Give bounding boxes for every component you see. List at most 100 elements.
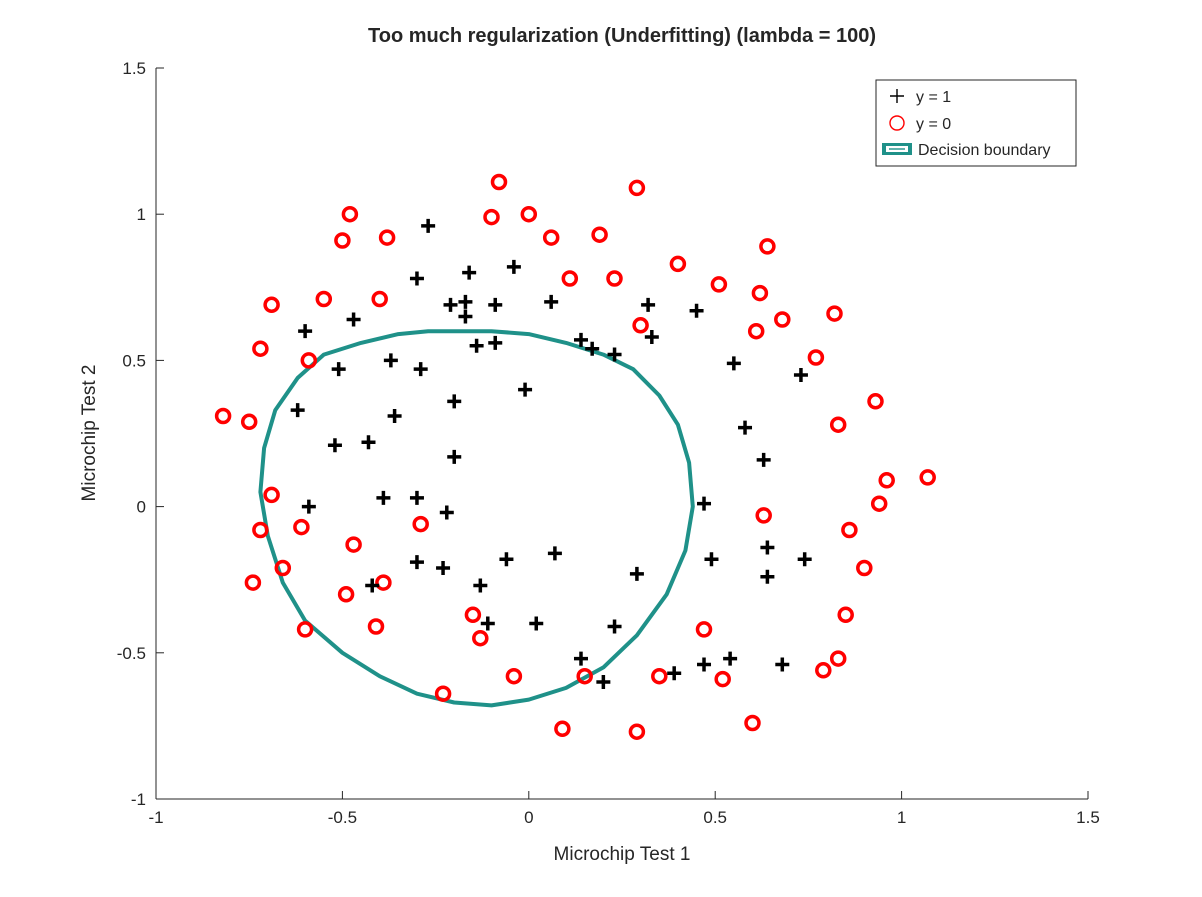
- negative-point: [341, 205, 359, 223]
- negative-point: [252, 521, 269, 539]
- legend-item-negative: y = 0: [889, 115, 951, 133]
- negative-point: [337, 586, 355, 603]
- plot-area: [156, 68, 1088, 799]
- negative-point: [841, 521, 858, 539]
- positive-point: [290, 403, 305, 418]
- positive-point: [585, 341, 600, 356]
- positive-point: [409, 555, 424, 570]
- positive-point: [667, 666, 682, 681]
- negative-point: [628, 723, 646, 740]
- legend: y = 1 y = 0 Decision boundary: [875, 79, 1077, 167]
- negative-point: [240, 413, 258, 431]
- x-tick-label: 1.5: [1076, 808, 1100, 827]
- negative-point: [632, 317, 649, 334]
- negative-point: [554, 720, 571, 738]
- negative-point: [710, 276, 728, 293]
- negative-point: [714, 670, 731, 688]
- positive-point: [488, 335, 503, 350]
- y-tick-label: -1: [131, 790, 146, 809]
- negative-point: [315, 290, 333, 308]
- positive-point: [726, 356, 741, 371]
- positive-point: [387, 408, 402, 423]
- negative-point: [375, 574, 392, 591]
- negative-point: [815, 662, 832, 679]
- legend-item-boundary: Decision boundary: [882, 142, 1051, 159]
- positive-point: [629, 566, 644, 581]
- positive-point: [462, 265, 477, 280]
- positive-point: [760, 569, 775, 584]
- positive-point: [689, 303, 704, 318]
- positive-point: [607, 619, 622, 634]
- decision-boundary-line: [258, 329, 695, 708]
- positive-point: [447, 449, 462, 464]
- positive-point: [573, 332, 588, 347]
- negative-point: [867, 393, 884, 410]
- negative-point: [870, 495, 888, 512]
- positive-point: [361, 435, 376, 450]
- positive-point: [409, 490, 424, 505]
- negative-point: [274, 559, 292, 577]
- x-tick-label: 0: [524, 808, 533, 827]
- negative-point: [412, 515, 429, 533]
- positive-point: [331, 362, 346, 377]
- legend-label-boundary: Decision boundary: [918, 142, 1051, 159]
- negative-point: [856, 559, 873, 577]
- legend-label-positive: y = 1: [916, 89, 951, 106]
- chart-title: Too much regularization (Underfitting) (…: [368, 25, 876, 47]
- negative-point: [214, 407, 232, 425]
- positive-point: [644, 330, 659, 345]
- negative-point: [483, 208, 500, 226]
- negative-point: [837, 606, 854, 624]
- positive-point: [376, 490, 391, 505]
- positive-point: [529, 616, 544, 631]
- positive-point: [301, 499, 316, 514]
- positive-point: [641, 297, 656, 312]
- negative-point: [591, 226, 608, 243]
- legend-label-negative: y = 0: [916, 116, 951, 133]
- positive-points-layer: [290, 218, 812, 690]
- negative-point: [296, 621, 314, 638]
- positive-point: [607, 347, 622, 362]
- positive-point: [365, 578, 380, 593]
- negative-point: [490, 173, 508, 191]
- negative-point: [300, 352, 318, 369]
- positive-point: [383, 353, 398, 368]
- positive-point: [738, 420, 753, 435]
- positive-point: [797, 552, 812, 567]
- positive-point: [469, 338, 484, 353]
- negative-point: [774, 311, 791, 328]
- positive-point: [760, 540, 775, 555]
- y-tick-label: 1.5: [122, 59, 146, 78]
- negative-points-layer: [214, 173, 936, 740]
- legend-plus-marker: [890, 89, 904, 103]
- negative-point: [751, 284, 769, 302]
- positive-point: [439, 505, 454, 520]
- positive-point: [506, 259, 521, 274]
- negative-point: [542, 229, 560, 246]
- positive-point: [421, 218, 436, 233]
- positive-point: [775, 657, 790, 672]
- decision-boundary-layer: [258, 329, 695, 708]
- negative-point: [345, 536, 362, 553]
- negative-point: [606, 270, 623, 287]
- positive-point: [413, 362, 428, 377]
- positive-point: [573, 651, 588, 666]
- negative-point: [755, 507, 772, 524]
- negative-point: [505, 667, 523, 685]
- negative-point: [829, 416, 847, 433]
- positive-point: [544, 294, 559, 309]
- negative-point: [244, 574, 262, 591]
- y-axis-label: Microchip Test 2: [79, 365, 100, 502]
- positive-point: [346, 312, 361, 327]
- positive-point: [697, 657, 712, 672]
- y-tick-label: 0: [137, 498, 146, 517]
- negative-point: [378, 229, 396, 246]
- negative-point: [293, 518, 310, 536]
- y-ticks: -1 -0.5 0 0.5 1 1.5: [117, 59, 164, 809]
- negative-point: [561, 270, 579, 287]
- negative-point: [628, 179, 646, 197]
- positive-point: [458, 294, 473, 309]
- positive-point: [436, 561, 451, 576]
- negative-point: [472, 629, 489, 647]
